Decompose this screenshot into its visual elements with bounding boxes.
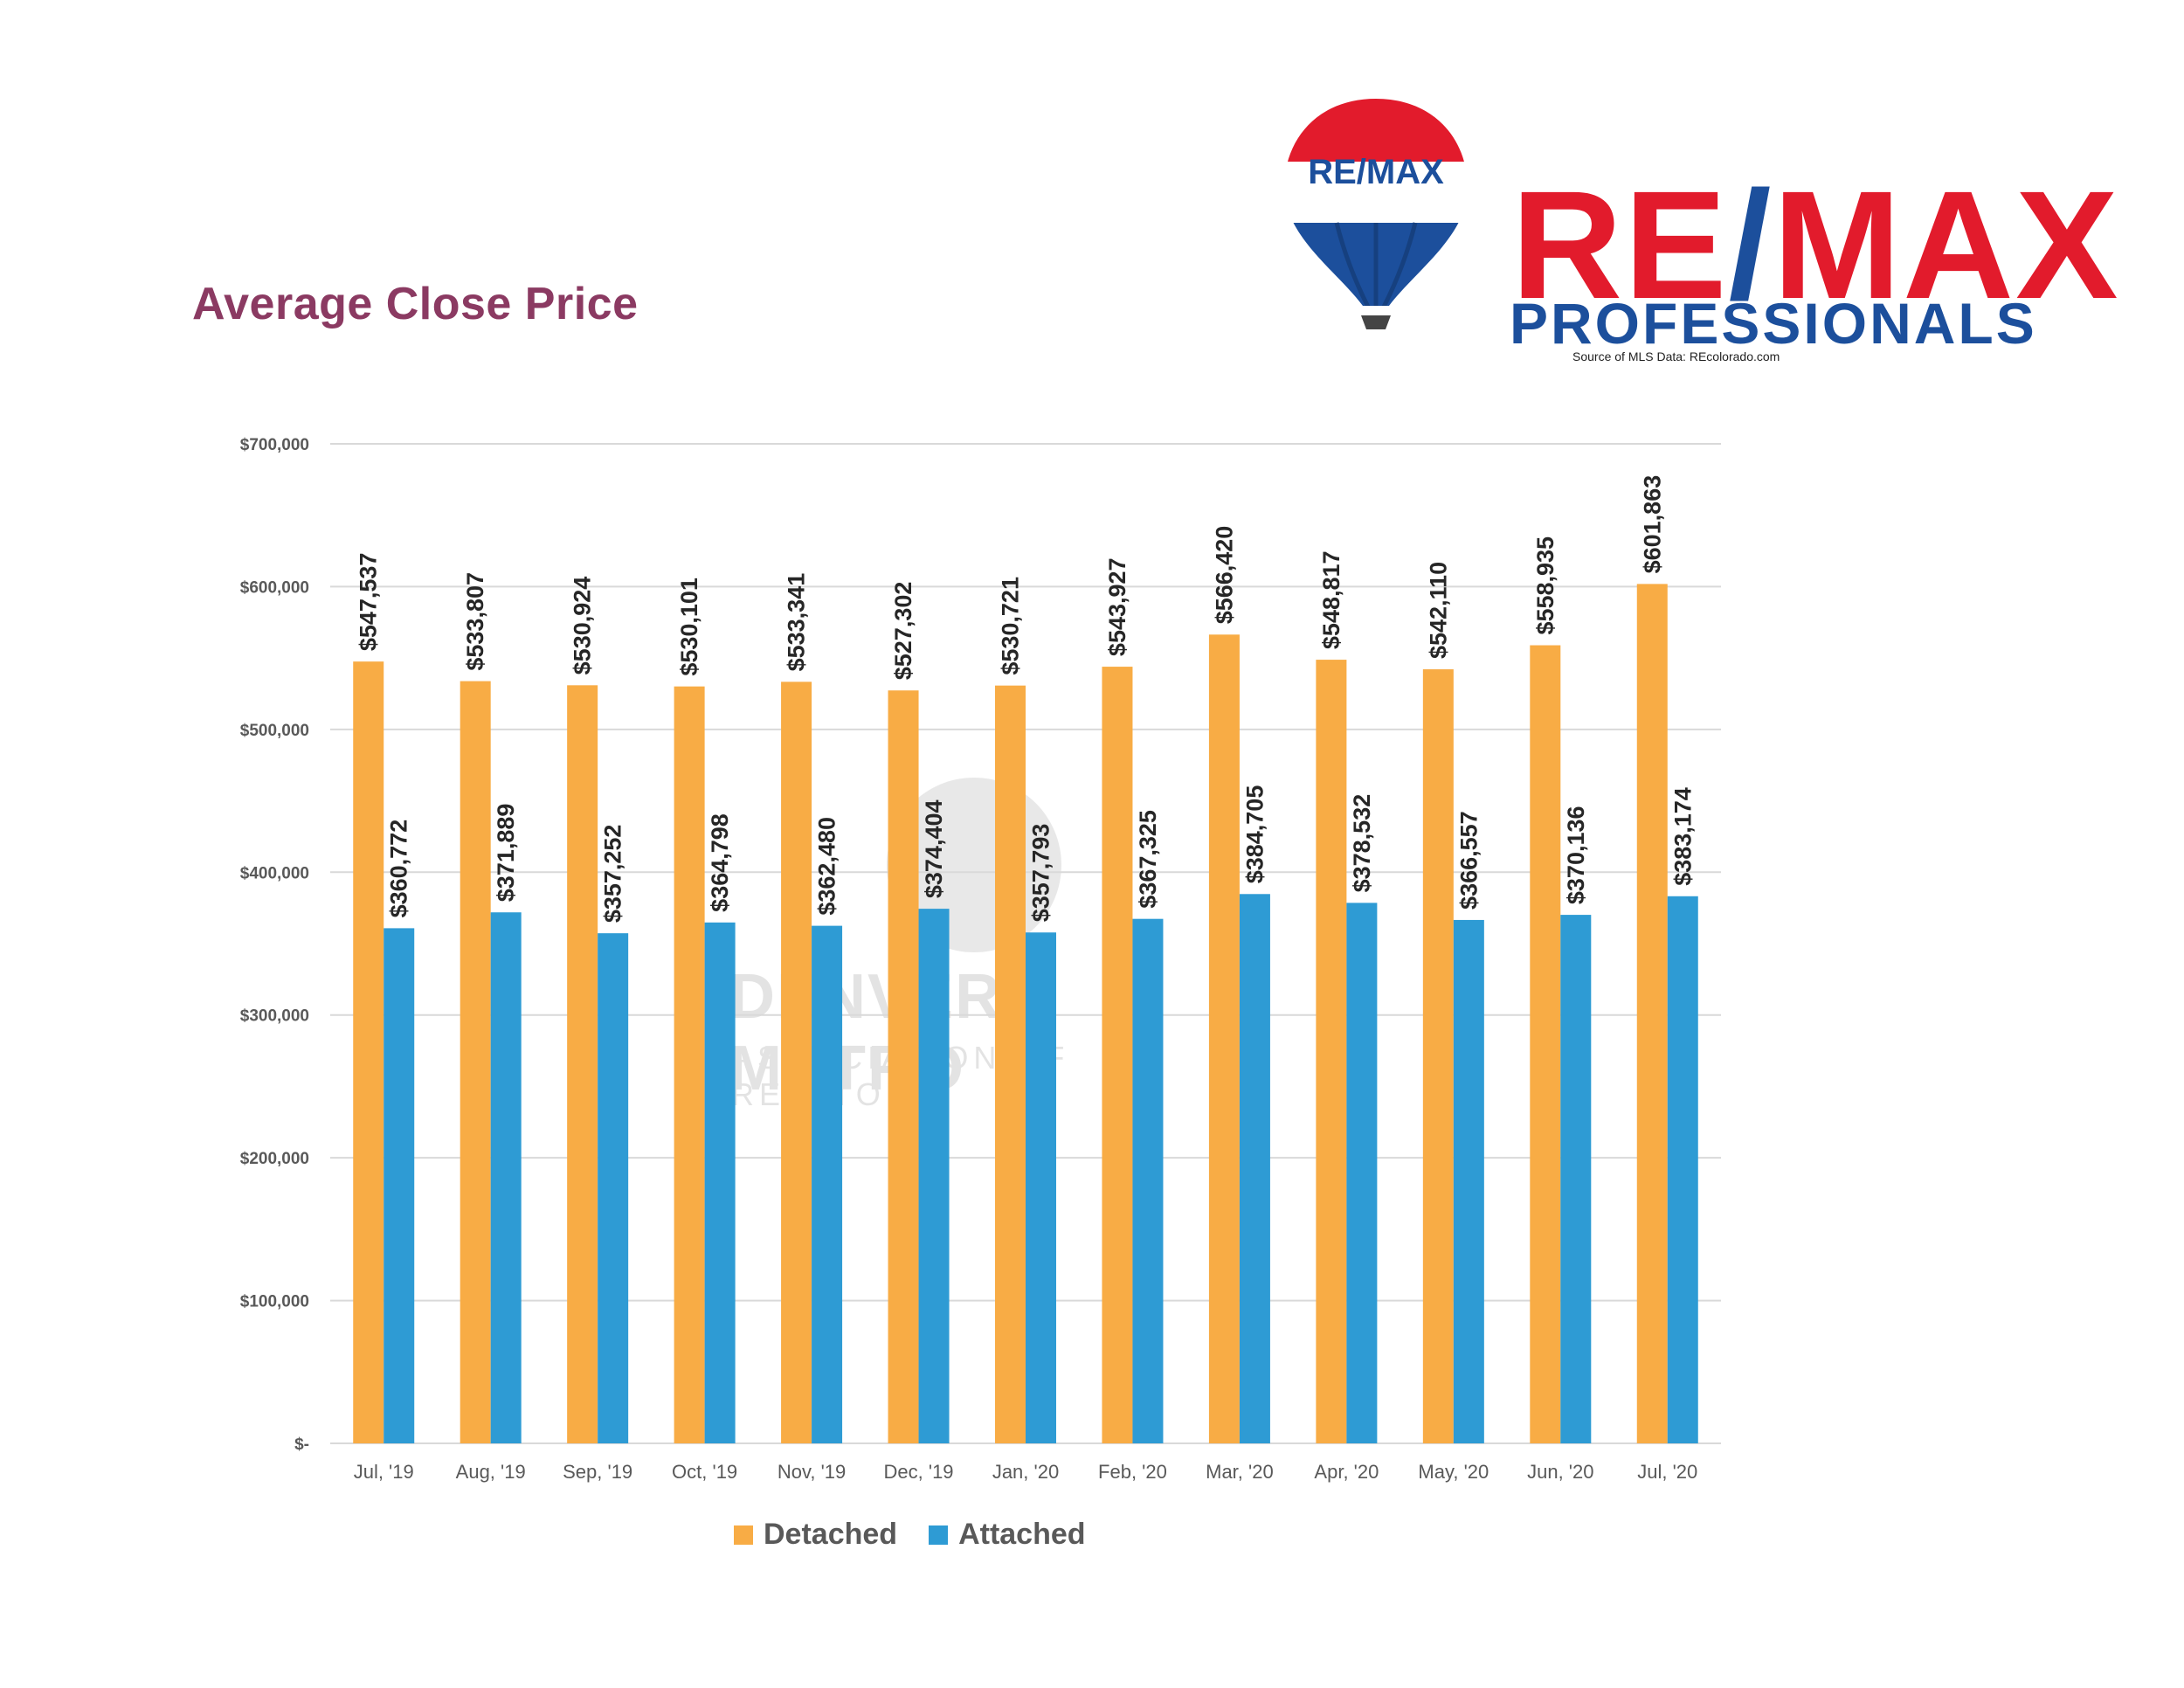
- y-tick-label: $300,000: [240, 1007, 309, 1026]
- data-label-attached: $362,480: [814, 817, 840, 916]
- data-label-detached: $530,101: [676, 578, 702, 676]
- bars: [353, 584, 1698, 1443]
- remax-logo: RE/MAX RE/MAX PROFESSIONALS: [1275, 92, 2118, 380]
- y-tick-label: $500,000: [240, 722, 309, 740]
- x-tick-label: Jul, '19: [354, 1461, 414, 1483]
- data-label-attached: $364,798: [707, 813, 733, 912]
- data-label-attached: $357,252: [600, 825, 626, 924]
- wordmark-slash: /: [1728, 160, 1773, 331]
- data-label-detached: $533,807: [462, 572, 488, 671]
- brand-subtitle: PROFESSIONALS: [1510, 291, 2037, 356]
- bar-attached: [598, 933, 629, 1443]
- bar-attached: [704, 922, 736, 1443]
- data-label-attached: $367,325: [1135, 810, 1161, 909]
- bar-attached: [918, 909, 950, 1443]
- data-label-attached: $370,136: [1563, 806, 1589, 904]
- data-label-attached: $366,557: [1455, 811, 1482, 910]
- legend-item-attached: Attached: [929, 1518, 1086, 1552]
- legend-item-detached: Detached: [734, 1518, 897, 1552]
- y-tick-label: $200,000: [240, 1150, 309, 1168]
- x-tick-label: May, '20: [1418, 1461, 1489, 1483]
- data-label-attached: $374,404: [921, 799, 947, 898]
- bar-detached: [1530, 645, 1561, 1443]
- x-tick-label: Jun, '20: [1527, 1461, 1593, 1483]
- bar-attached: [1132, 918, 1164, 1443]
- x-tick-label: Aug, '19: [456, 1461, 526, 1483]
- bar-attached: [1667, 896, 1698, 1443]
- x-tick-label: Apr, '20: [1314, 1461, 1379, 1483]
- x-axis-ticks: Jul, '19 Aug, '19 Sep, '19 Oct, '19 Nov, '19…: [354, 1461, 1698, 1483]
- bar-detached: [781, 681, 812, 1443]
- data-label-detached: $533,341: [784, 573, 810, 672]
- hot-air-balloon-icon: RE/MAX: [1284, 99, 1468, 329]
- bar-detached: [460, 681, 491, 1443]
- x-tick-label: Dec, '19: [884, 1461, 954, 1483]
- y-tick-label: $400,000: [240, 864, 309, 882]
- y-tick-label: $600,000: [240, 578, 309, 597]
- bar-detached: [1422, 669, 1454, 1443]
- data-label-attached: $383,174: [1669, 787, 1696, 886]
- x-tick-label: Mar, '20: [1206, 1461, 1274, 1483]
- bar-detached: [888, 690, 919, 1443]
- bar-attached: [812, 925, 843, 1443]
- bar-attached: [1239, 894, 1270, 1443]
- data-label-detached: $547,537: [356, 553, 382, 652]
- bar-detached: [1316, 660, 1347, 1443]
- data-label-detached: $601,863: [1639, 475, 1665, 574]
- bar-detached: [353, 661, 384, 1443]
- bar-attached: [1453, 919, 1484, 1443]
- page-title: Average Close Price: [192, 279, 639, 329]
- legend-swatch-attached: [929, 1525, 949, 1545]
- bar-attached: [1560, 915, 1592, 1443]
- source-note: Source of MLS Data: REcolorado.com: [1572, 349, 1780, 363]
- y-tick-label: $-: [294, 1435, 309, 1454]
- legend-swatch-detached: [734, 1525, 753, 1545]
- x-tick-label: Jan, '20: [992, 1461, 1059, 1483]
- bar-attached: [1026, 932, 1056, 1443]
- y-tick-label: $100,000: [240, 1293, 309, 1311]
- y-tick-label: $700,000: [240, 436, 309, 454]
- data-label-attached: $357,793: [1028, 824, 1054, 923]
- y-axis-ticks: $- $100,000 $200,000 $300,000 $400,000 $500,0…: [240, 436, 309, 1454]
- legend: Detached Attached: [734, 1518, 1086, 1552]
- balloon-text: RE/MAX: [1308, 153, 1444, 191]
- x-tick-label: Nov, '19: [778, 1461, 846, 1483]
- x-tick-label: Jul, '20: [1637, 1461, 1697, 1483]
- brand-wordmark: RE/MAX: [1511, 169, 2120, 322]
- data-label-attached: $378,532: [1349, 794, 1375, 893]
- data-label-detached: $543,927: [1104, 557, 1130, 656]
- legend-label-attached: Attached: [958, 1518, 1086, 1551]
- bar-attached: [1346, 903, 1378, 1443]
- bar-detached: [1102, 667, 1133, 1443]
- bar-detached: [995, 685, 1026, 1443]
- data-label-attached: $360,772: [386, 820, 412, 918]
- x-tick-label: Sep, '19: [563, 1461, 632, 1483]
- data-label-detached: $558,935: [1532, 536, 1559, 635]
- bar-detached: [674, 686, 705, 1443]
- legend-label-detached: Detached: [764, 1518, 898, 1551]
- bar-detached: [1636, 584, 1668, 1443]
- data-label-detached: $527,302: [890, 582, 916, 681]
- wordmark-right: MAX: [1773, 160, 2120, 331]
- bar-attached: [490, 912, 522, 1443]
- wordmark-left: RE: [1511, 160, 1729, 331]
- data-label-detached: $566,420: [1211, 526, 1237, 625]
- bar-detached: [1208, 634, 1240, 1443]
- data-label-detached: $542,110: [1425, 562, 1451, 659]
- bar-attached: [384, 928, 415, 1443]
- bar-detached: [567, 685, 598, 1443]
- data-labels: $547,537 $360,772 $533,807 $371,889 $530,924…: [356, 475, 1697, 923]
- data-label-attached: $384,705: [1241, 785, 1268, 884]
- data-label-detached: $530,721: [998, 577, 1024, 675]
- data-label-detached: $548,817: [1318, 550, 1344, 649]
- data-label-detached: $530,924: [570, 577, 596, 675]
- x-tick-label: Oct, '19: [672, 1461, 737, 1483]
- data-label-attached: $371,889: [493, 804, 519, 903]
- x-tick-label: Feb, '20: [1098, 1461, 1167, 1483]
